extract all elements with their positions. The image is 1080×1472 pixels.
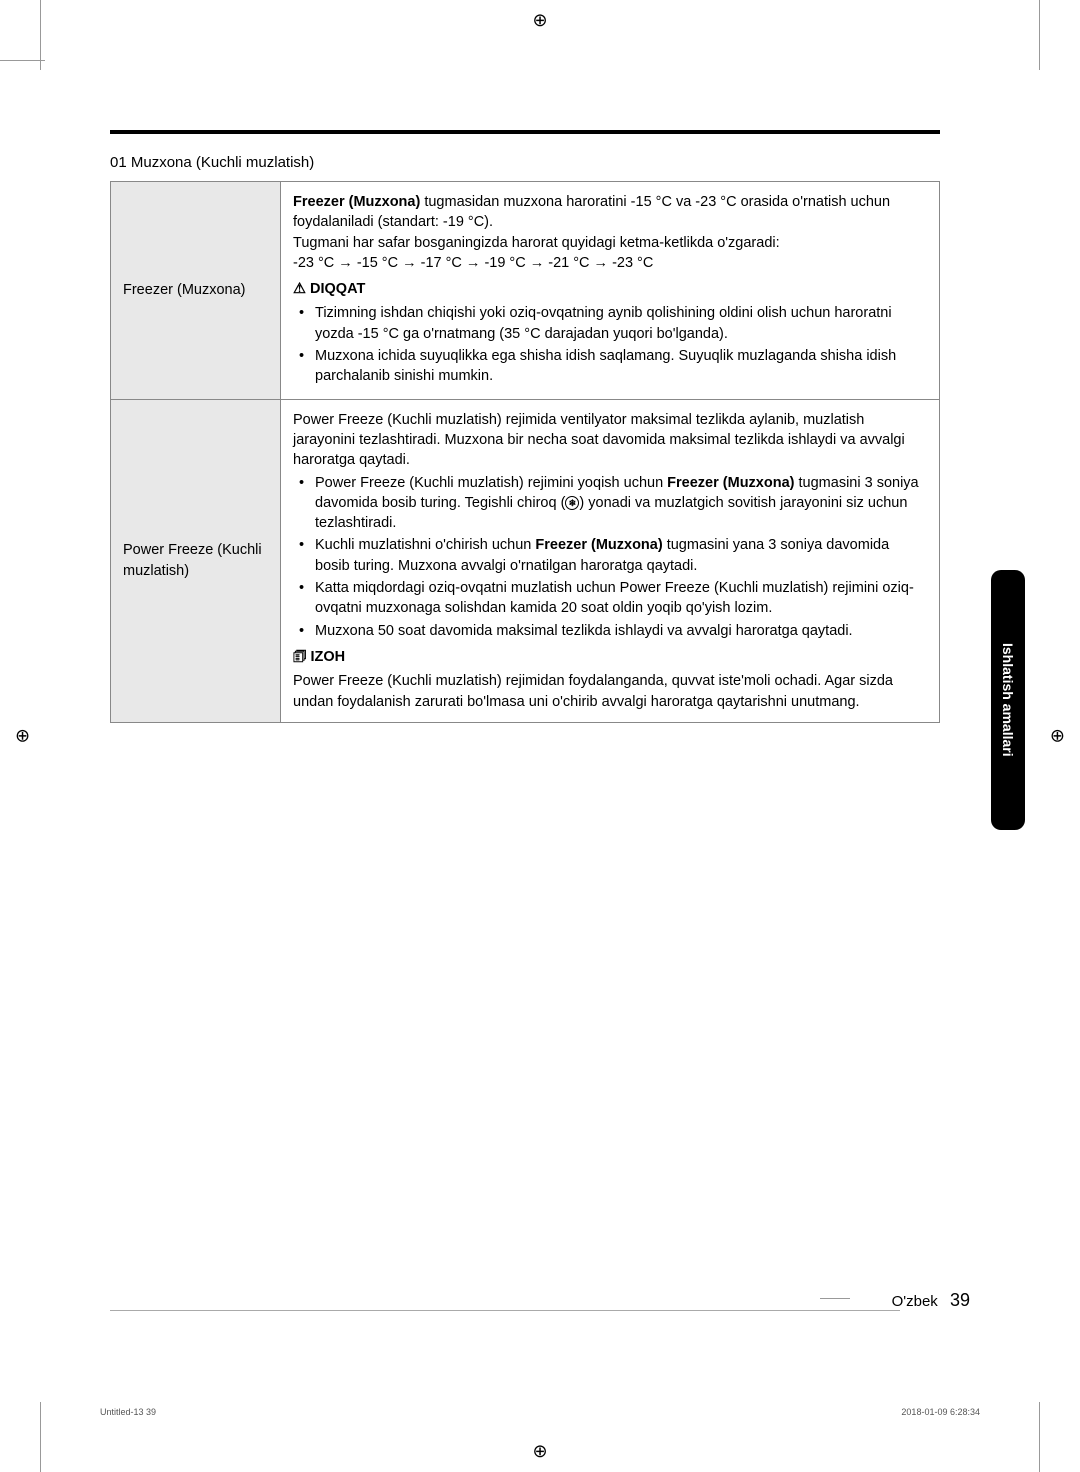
- warning-list: Tizimning ishdan chiqishi yoki oziq-ovqa…: [293, 303, 927, 386]
- bold-text: Freezer (Muzxona): [535, 537, 662, 553]
- warning-label: DIQQAT: [310, 281, 365, 297]
- crop-mark: [40, 1402, 41, 1472]
- section-rule: [110, 130, 940, 134]
- text: Power Freeze (Kuchli muzlatish) rejimini…: [315, 475, 667, 491]
- warning-icon: ⚠: [293, 281, 306, 297]
- note-icon: 🗊: [293, 649, 306, 665]
- text: Kuchli muzlatishni o'chirish uchun: [315, 537, 535, 553]
- print-mark-icon: ⊕: [532, 10, 547, 31]
- footer-meta-right: 2018-01-09 6:28:34: [901, 1407, 980, 1417]
- intro-paragraph: Freezer (Muzxona) tugmasidan muzxona har…: [293, 192, 927, 233]
- bold-text: Freezer (Muzxona): [293, 194, 420, 210]
- content-table: Freezer (Muzxona) Freezer (Muzxona) tugm…: [110, 181, 940, 723]
- page-number: 39: [950, 1290, 970, 1310]
- row-label-powerfreeze: Power Freeze (Kuchli muzlatish): [111, 399, 281, 722]
- list-item: Tizimning ishdan chiqishi yoki oziq-ovqa…: [293, 303, 927, 344]
- row-content-powerfreeze: Power Freeze (Kuchli muzlatish) rejimida…: [281, 399, 940, 722]
- side-tab: Ishlatish amallari: [991, 570, 1025, 830]
- list-item: Muzxona 50 soat davomida maksimal tezlik…: [293, 621, 927, 641]
- list-item: Katta miqdordagi oziq-ovqatni muzlatish …: [293, 578, 927, 619]
- intro-paragraph: Power Freeze (Kuchli muzlatish) rejimida…: [293, 410, 927, 471]
- warning-heading: ⚠ DIQQAT: [293, 279, 927, 299]
- language-label: O'zbek: [892, 1293, 938, 1310]
- footer-meta-left: Untitled-13 39: [100, 1407, 156, 1417]
- footer-dash: [820, 1298, 850, 1299]
- freeze-icon: ❄: [565, 496, 579, 510]
- feature-list: Power Freeze (Kuchli muzlatish) rejimini…: [293, 473, 927, 641]
- footer-rule: [110, 1310, 900, 1311]
- bold-text: Freezer (Muzxona): [667, 475, 794, 491]
- list-item: Power Freeze (Kuchli muzlatish) rejimini…: [293, 473, 927, 534]
- section-heading: 01 Muzxona (Kuchli muzlatish): [110, 154, 940, 171]
- note-label: IZOH: [310, 649, 345, 665]
- note-heading: 🗊 IZOH: [293, 647, 927, 667]
- print-mark-icon: ⊕: [1050, 726, 1065, 747]
- list-item: Muzxona ichida suyuqlikka ega shisha idi…: [293, 346, 927, 387]
- table-row: Power Freeze (Kuchli muzlatish) Power Fr…: [111, 399, 940, 722]
- row-label-freezer: Freezer (Muzxona): [111, 182, 281, 400]
- print-mark-icon: ⊕: [532, 1441, 547, 1462]
- footer-language: O'zbek 39: [892, 1290, 970, 1311]
- intro-paragraph: Tugmani har safar bosganingizda harorat …: [293, 233, 927, 253]
- crop-mark: [0, 60, 45, 61]
- crop-mark: [1039, 1402, 1040, 1472]
- print-mark-icon: ⊕: [15, 726, 30, 747]
- note-paragraph: Power Freeze (Kuchli muzlatish) rejimida…: [293, 671, 927, 712]
- table-row: Freezer (Muzxona) Freezer (Muzxona) tugm…: [111, 182, 940, 400]
- list-item: Kuchli muzlatishni o'chirish uchun Freez…: [293, 535, 927, 576]
- page-content: 01 Muzxona (Kuchli muzlatish) Freezer (M…: [110, 130, 940, 723]
- crop-mark: [1039, 0, 1040, 70]
- temp-sequence: -23 °C → -15 °C → -17 °C → -19 °C → -21 …: [293, 253, 927, 273]
- row-content-freezer: Freezer (Muzxona) tugmasidan muzxona har…: [281, 182, 940, 400]
